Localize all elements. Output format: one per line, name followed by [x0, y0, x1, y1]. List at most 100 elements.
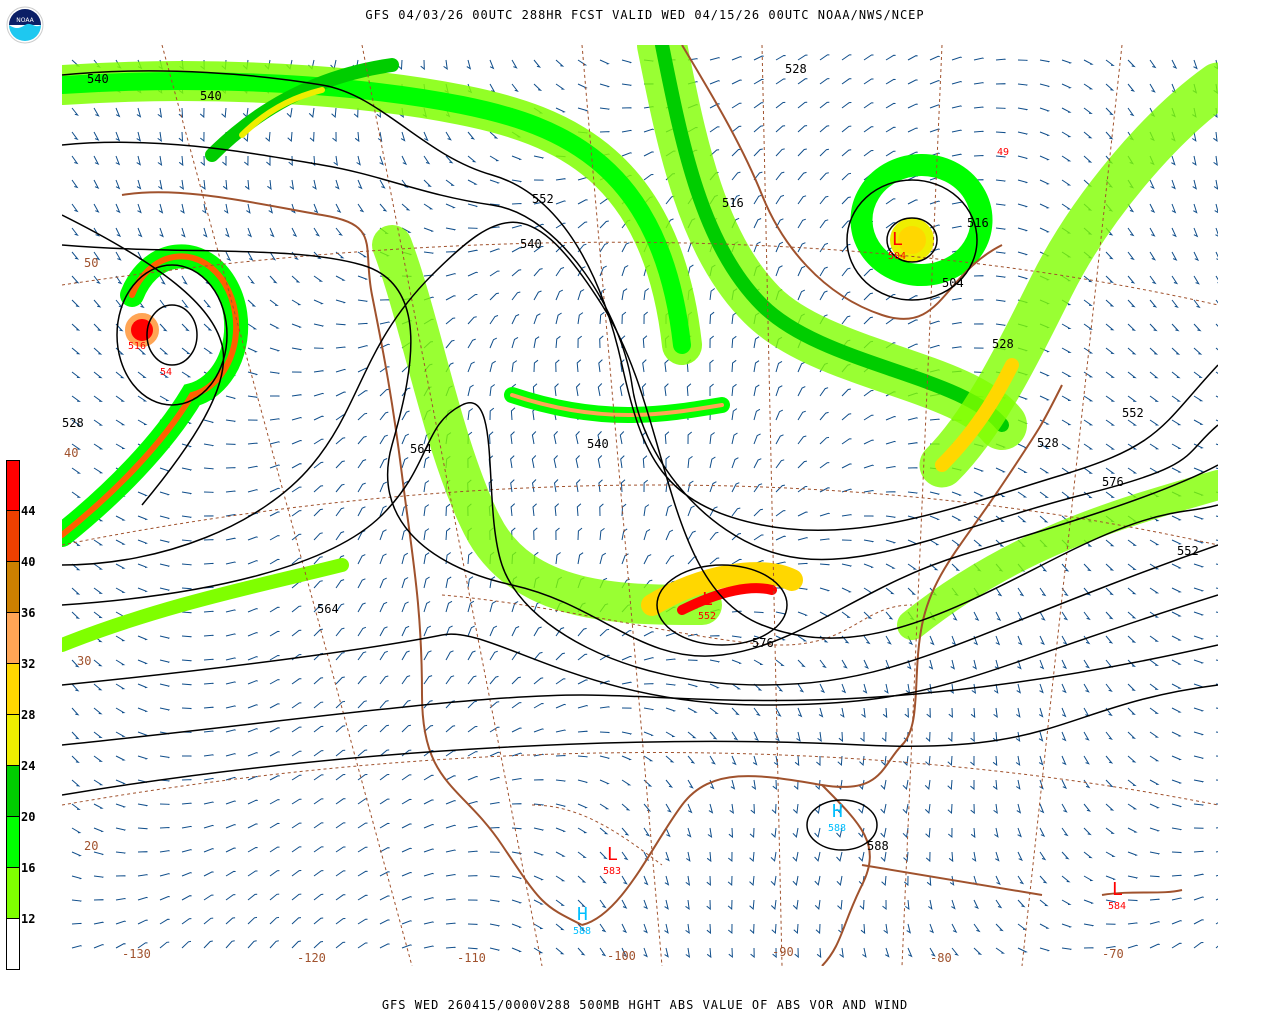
wind-barb — [728, 947, 733, 959]
wind-barb — [1127, 107, 1135, 117]
wind-barb — [995, 83, 1006, 85]
wind-barb — [750, 947, 755, 959]
wind-barb — [642, 455, 648, 469]
wind-barb — [1083, 683, 1090, 693]
wind-barb — [379, 411, 389, 421]
wind-barb — [467, 600, 475, 613]
wind-barb — [225, 227, 230, 238]
wind-barb — [467, 875, 478, 877]
wind-barb — [995, 203, 1006, 206]
wind-barb — [313, 532, 323, 541]
wind-barb — [137, 563, 148, 569]
wind-barb — [136, 107, 142, 118]
wind-barb — [553, 455, 558, 469]
wind-barb — [621, 875, 628, 885]
wind-barb — [1127, 944, 1138, 949]
wind-barb — [973, 635, 979, 646]
wind-barb — [885, 102, 896, 109]
wind-barb — [555, 267, 565, 277]
wind-barb — [1127, 539, 1137, 546]
wind-barb — [511, 59, 518, 69]
wind-barb — [973, 611, 980, 621]
wind-barb — [533, 923, 544, 930]
wind-barb — [1039, 83, 1051, 88]
wind-barb — [136, 131, 141, 142]
wind-barb — [907, 151, 918, 157]
wind-barb — [1193, 419, 1204, 425]
legend-swatch — [6, 715, 20, 766]
wind-barb — [1105, 899, 1117, 903]
wind-barb — [423, 848, 434, 853]
wind-barb — [291, 299, 302, 306]
wind-barb — [1149, 563, 1160, 570]
wind-barb — [753, 408, 761, 421]
wind-barb — [1083, 659, 1090, 669]
wind-barb — [225, 940, 235, 949]
wind-barb — [553, 479, 559, 493]
wind-barb — [93, 275, 101, 284]
wind-barb — [665, 755, 675, 763]
wind-barb — [995, 467, 1006, 473]
wind-barb — [951, 635, 957, 646]
wind-barb — [313, 750, 324, 757]
wind-barb — [313, 725, 324, 733]
wind-barb — [841, 125, 852, 133]
wind-barb — [379, 577, 387, 589]
wind-barb — [379, 179, 386, 189]
contour-label: 564 — [317, 602, 339, 616]
wind-barb — [1193, 850, 1204, 853]
wind-barb — [201, 179, 206, 190]
wind-barb — [970, 780, 975, 791]
wind-barb — [247, 752, 258, 757]
wind-barb — [907, 199, 918, 205]
wind-barb — [137, 827, 148, 830]
wind-barb — [621, 947, 628, 958]
wind-barb — [841, 463, 852, 469]
wind-barb — [312, 179, 317, 190]
wind-barb — [489, 337, 498, 349]
wind-barb — [423, 552, 430, 565]
wind-barb — [863, 635, 871, 645]
wind-barb — [731, 171, 741, 181]
wind-barb — [159, 227, 164, 238]
wind-barb — [753, 55, 764, 61]
wind-barb — [863, 150, 874, 157]
wind-barb — [531, 455, 537, 469]
wind-barb — [531, 479, 537, 493]
wind-barb — [510, 407, 516, 421]
wind-barb — [93, 851, 105, 856]
wind-barb — [93, 779, 104, 786]
wind-barb — [836, 827, 843, 838]
wind-barb — [814, 875, 821, 886]
wind-barb — [731, 56, 742, 61]
wind-barb — [357, 651, 367, 661]
wind-barb — [533, 155, 545, 159]
noaa-logo: NOAA — [6, 6, 44, 44]
wind-barb — [1061, 731, 1067, 742]
wind-barb — [268, 203, 273, 214]
wind-barb — [643, 311, 649, 325]
wind-barb — [225, 419, 236, 423]
wind-barb — [93, 467, 104, 474]
wind-barb — [1039, 611, 1046, 621]
wind-barb — [863, 489, 874, 493]
wind-barb — [947, 827, 953, 839]
contour-label: 588 — [867, 839, 889, 853]
wind-barb — [93, 443, 104, 450]
wind-barb — [839, 947, 844, 958]
wind-barb — [1017, 179, 1029, 184]
wind-barb — [489, 384, 495, 397]
wind-barb — [1083, 131, 1093, 139]
wind-barb — [1193, 371, 1203, 378]
map-labels: 5405405285165045165285405525645765525645… — [62, 62, 1199, 965]
wind-barb — [819, 411, 829, 421]
wind-barb — [181, 707, 192, 710]
wind-barb — [137, 371, 147, 379]
wind-barb — [951, 611, 958, 621]
wind-barb — [181, 659, 192, 662]
wind-barb — [599, 755, 611, 760]
wind-barb — [511, 947, 522, 953]
wind-barb — [1105, 945, 1116, 949]
wind-barb — [1061, 563, 1070, 572]
center-value: 584 — [1108, 901, 1126, 912]
